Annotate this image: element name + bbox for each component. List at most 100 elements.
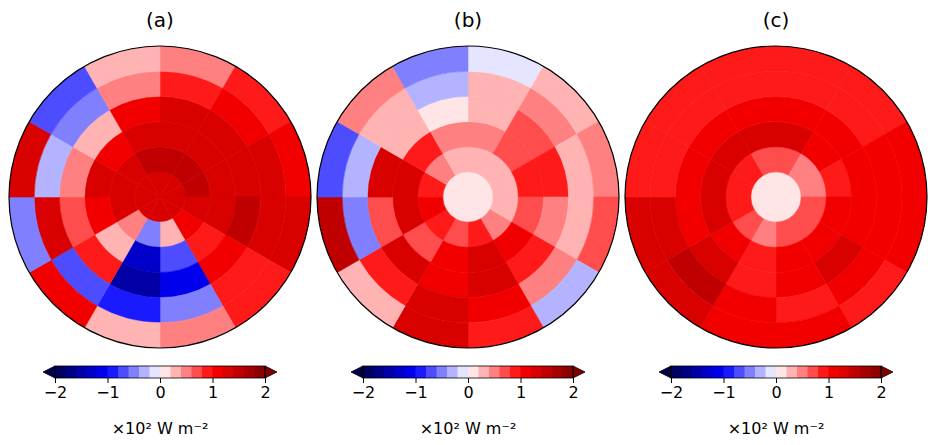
map-cell [29,260,97,328]
colorbar-tick-mark [416,378,417,383]
colorbar-segment [97,366,108,378]
map-cell [147,172,160,197]
colorbar-segment [181,366,192,378]
colorbar-segment [395,366,406,378]
colorbar-tick: −1 [404,378,428,402]
figure: (a)−2−1012×10² W m⁻²(b)−2−1012×10² W m⁻²… [0,0,936,445]
colorbar-tick: −2 [352,378,376,402]
map-cell [645,260,713,328]
colorbar-tick: −2 [660,378,684,402]
colorbar-segment [223,366,234,378]
colorbar-segment [255,366,266,378]
colorbar-frame [671,366,881,378]
colorbar-segment [150,366,161,378]
colorbar-segment [76,366,87,378]
colorbar-segment [510,366,521,378]
colorbar-segment [447,366,458,378]
colorbar-segment [521,366,532,378]
colorbar-segment [160,366,171,378]
colorbar-label: ×10² W m⁻² [728,419,825,438]
colorbar-segment [468,366,479,378]
colorbar-tick-mark [776,378,777,383]
colorbar-segment [437,366,448,378]
colorbar-segment [202,366,213,378]
colorbar: −2−1012 [659,366,893,402]
colorbar: −2−1012 [43,366,277,402]
colorbar-extend-low [43,366,55,378]
map-boundary [625,46,927,348]
colorbar-segment [55,366,66,378]
map-cell [531,260,599,328]
colorbar-axis: −2−1012 [44,378,271,402]
colorbar-segment [787,366,798,378]
map-boundary [9,46,311,348]
colorbar-segment [766,366,777,378]
colorbar-label: ×10² W m⁻² [112,419,209,438]
colorbar-segment [192,366,203,378]
colorbar-segment [829,366,840,378]
map-cell [29,66,97,134]
map-cell [9,122,51,198]
colorbar-segment [703,366,714,378]
map-cell [160,46,236,88]
colorbar-segment [818,366,829,378]
colorbar-tick: 1 [824,378,834,402]
colorbar-segment [374,366,385,378]
colorbar-segment [363,366,374,378]
map-cell [455,172,468,197]
colorbar-tick-mark [160,378,161,383]
colorbar-tick-mark [573,378,574,383]
colorbar-segment [416,366,427,378]
map-cell [160,197,173,222]
colorbar-segment [745,366,756,378]
colorbar-tick: −1 [712,378,736,402]
colorbar-tick: 2 [260,378,270,402]
colorbar-tick-label: 1 [208,383,218,402]
colorbar-tick-mark [108,378,109,383]
panel-title: (c) [763,8,790,32]
colorbar-segment [871,366,882,378]
colorbar-segment [213,366,224,378]
panel: (c)−2−1012×10² W m⁻² [625,8,927,438]
colorbar-tick-label: 2 [260,383,270,402]
map-cell [468,46,544,88]
map-cell [625,122,667,198]
colorbar-tick-mark [724,378,725,383]
map-cell [160,306,236,348]
colorbar-segment [384,366,395,378]
map-cell [885,122,927,198]
map-cell [85,306,161,348]
colorbar-tick-label: −1 [96,383,120,402]
colorbar: −2 −1 0 1 2 [351,366,585,402]
colorbar-tick-label: 2 [568,383,578,402]
colorbar-tick-mark [829,378,830,383]
colorbar-segment [542,366,553,378]
colorbar-segment [850,366,861,378]
colorbar-segment [531,366,542,378]
map-cell [223,66,291,134]
colorbar-segment [139,366,150,378]
colorbar-tick: −2 [44,378,68,402]
map-cell [577,197,619,273]
map-cell [763,172,776,197]
map-cell [531,66,599,134]
colorbar-tick-label: 1 [516,383,526,402]
colorbar-segment [797,366,808,378]
map-cell [468,197,481,222]
colorbar-tick-mark [468,378,469,383]
map-cell [625,197,667,273]
colorbar-extend-low [659,366,671,378]
map-cell [776,306,852,348]
map-cell [577,122,619,198]
colorbar-tick-mark [55,378,56,383]
colorbar-tick-mark [265,378,266,383]
panel-title: (a) [146,8,174,32]
map-cell [701,306,777,348]
map-cell [468,306,544,348]
colorbar-segment [692,366,703,378]
colorbar-tick-label: 0 [463,383,473,402]
colorbar-segment [734,366,745,378]
colorbar-segment [234,366,245,378]
colorbar-segment [118,366,129,378]
colorbar-tick: 1 [516,378,526,402]
